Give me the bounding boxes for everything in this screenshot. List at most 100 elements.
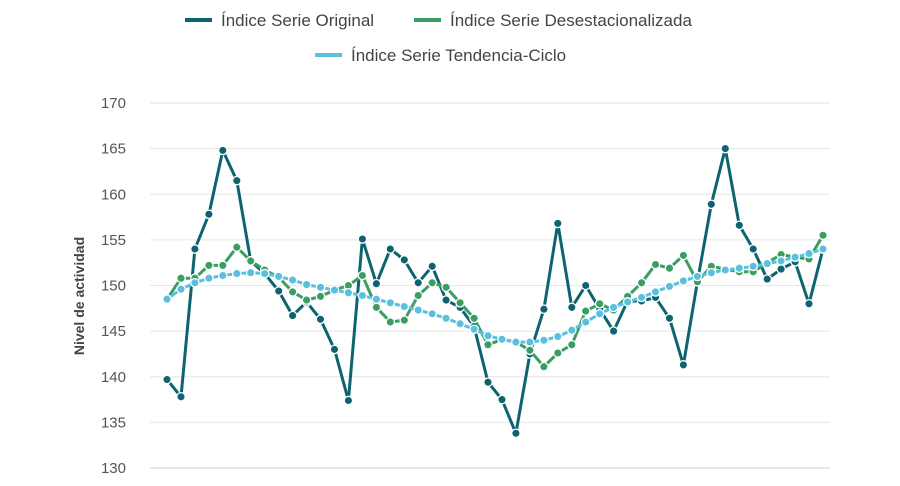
data-point-desestacionalizada[interactable] (204, 260, 214, 271)
data-point-original[interactable] (706, 199, 717, 210)
data-point-tendencia-ciclo[interactable] (706, 267, 717, 278)
data-point-original[interactable] (357, 234, 368, 244)
legend-item-original[interactable]: Índice Serie Original (185, 11, 374, 30)
data-point-original[interactable] (748, 244, 759, 254)
data-point-original[interactable] (371, 278, 382, 289)
data-point-original[interactable] (678, 360, 689, 370)
data-point-tendencia-ciclo[interactable] (231, 268, 242, 279)
data-point-tendencia-ciclo[interactable] (343, 287, 354, 298)
data-point-desestacionalizada[interactable] (552, 348, 563, 358)
data-point-desestacionalizada[interactable] (427, 277, 438, 288)
data-point-original[interactable] (566, 302, 577, 313)
data-point-tendencia-ciclo[interactable] (315, 282, 326, 293)
data-point-tendencia-ciclo[interactable] (776, 256, 786, 266)
data-point-original[interactable] (287, 310, 298, 321)
data-point-original[interactable] (217, 145, 228, 156)
data-point-tendencia-ciclo[interactable] (762, 258, 773, 269)
data-point-tendencia-ciclo[interactable] (539, 335, 549, 346)
data-point-desestacionalizada[interactable] (399, 315, 410, 326)
data-point-desestacionalizada[interactable] (217, 260, 228, 271)
legend-item-desestacionalizada[interactable]: Índice Serie Desestacionalizada (414, 11, 692, 30)
data-point-tendencia-ciclo[interactable] (720, 265, 731, 275)
data-point-tendencia-ciclo[interactable] (162, 294, 172, 305)
data-point-tendencia-ciclo[interactable] (441, 313, 451, 324)
data-point-tendencia-ciclo[interactable] (804, 248, 814, 259)
data-point-original[interactable] (776, 264, 786, 274)
data-point-original[interactable] (413, 277, 424, 288)
data-point-desestacionalizada[interactable] (818, 230, 828, 241)
data-point-desestacionalizada[interactable] (678, 250, 689, 261)
data-point-desestacionalizada[interactable] (580, 306, 591, 316)
data-point-original[interactable] (497, 394, 507, 405)
data-point-original[interactable] (511, 428, 521, 439)
data-point-tendencia-ciclo[interactable] (259, 268, 270, 279)
data-point-tendencia-ciclo[interactable] (273, 271, 284, 282)
data-point-tendencia-ciclo[interactable] (497, 334, 507, 345)
data-point-desestacionalizada[interactable] (539, 361, 549, 372)
data-point-tendencia-ciclo[interactable] (790, 252, 800, 263)
data-point-desestacionalizada[interactable] (525, 345, 535, 356)
data-point-original[interactable] (190, 244, 200, 254)
data-point-tendencia-ciclo[interactable] (580, 317, 591, 327)
data-point-tendencia-ciclo[interactable] (511, 337, 521, 347)
data-point-tendencia-ciclo[interactable] (566, 325, 577, 336)
data-point-tendencia-ciclo[interactable] (636, 292, 647, 303)
data-point-tendencia-ciclo[interactable] (427, 308, 438, 319)
data-point-desestacionalizada[interactable] (315, 291, 326, 302)
data-point-desestacionalizada[interactable] (245, 256, 256, 266)
data-point-original[interactable] (552, 218, 563, 229)
data-point-desestacionalizada[interactable] (413, 290, 424, 301)
data-point-tendencia-ciclo[interactable] (413, 305, 424, 315)
data-point-desestacionalizada[interactable] (469, 313, 479, 324)
data-point-tendencia-ciclo[interactable] (385, 297, 396, 308)
data-point-desestacionalizada[interactable] (594, 298, 605, 309)
data-point-desestacionalizada[interactable] (636, 277, 647, 288)
data-point-original[interactable] (664, 313, 675, 324)
data-point-original[interactable] (315, 314, 326, 325)
data-point-tendencia-ciclo[interactable] (287, 275, 298, 285)
data-point-original[interactable] (720, 143, 731, 154)
data-point-desestacionalizada[interactable] (455, 297, 465, 308)
data-point-tendencia-ciclo[interactable] (455, 318, 465, 329)
data-point-tendencia-ciclo[interactable] (748, 261, 759, 272)
data-point-original[interactable] (273, 286, 284, 296)
data-point-desestacionalizada[interactable] (664, 263, 675, 274)
data-point-original[interactable] (385, 244, 396, 254)
data-point-tendencia-ciclo[interactable] (552, 331, 563, 342)
data-point-original[interactable] (231, 175, 242, 186)
data-point-tendencia-ciclo[interactable] (245, 267, 256, 278)
data-point-desestacionalizada[interactable] (650, 259, 661, 270)
data-point-original[interactable] (539, 304, 549, 315)
data-point-tendencia-ciclo[interactable] (399, 301, 410, 312)
data-point-desestacionalizada[interactable] (566, 339, 577, 350)
data-point-tendencia-ciclo[interactable] (176, 284, 186, 295)
data-point-desestacionalizada[interactable] (301, 295, 312, 305)
data-point-original[interactable] (204, 209, 214, 220)
data-point-tendencia-ciclo[interactable] (664, 281, 675, 292)
data-point-desestacionalizada[interactable] (371, 302, 382, 313)
legend-item-tendencia-ciclo[interactable]: Índice Serie Tendencia-Ciclo (315, 46, 566, 65)
data-point-tendencia-ciclo[interactable] (608, 302, 619, 313)
data-point-desestacionalizada[interactable] (441, 282, 451, 293)
data-point-desestacionalizada[interactable] (231, 242, 242, 253)
data-point-tendencia-ciclo[interactable] (525, 337, 535, 347)
data-point-original[interactable] (608, 326, 619, 336)
data-point-original[interactable] (580, 280, 591, 291)
data-point-tendencia-ciclo[interactable] (204, 273, 214, 284)
data-point-original[interactable] (427, 261, 438, 272)
data-point-tendencia-ciclo[interactable] (818, 244, 828, 254)
data-point-tendencia-ciclo[interactable] (622, 297, 633, 307)
data-point-tendencia-ciclo[interactable] (594, 308, 605, 319)
data-point-original[interactable] (162, 374, 172, 385)
data-point-tendencia-ciclo[interactable] (329, 285, 340, 295)
data-point-original[interactable] (399, 255, 410, 265)
data-point-tendencia-ciclo[interactable] (678, 276, 689, 286)
data-point-original[interactable] (804, 298, 814, 309)
data-point-tendencia-ciclo[interactable] (734, 263, 745, 274)
data-point-original[interactable] (176, 391, 186, 402)
data-point-original[interactable] (734, 220, 745, 231)
data-point-tendencia-ciclo[interactable] (469, 324, 479, 335)
data-point-tendencia-ciclo[interactable] (692, 271, 703, 282)
data-point-tendencia-ciclo[interactable] (357, 290, 368, 301)
data-point-tendencia-ciclo[interactable] (483, 330, 493, 341)
